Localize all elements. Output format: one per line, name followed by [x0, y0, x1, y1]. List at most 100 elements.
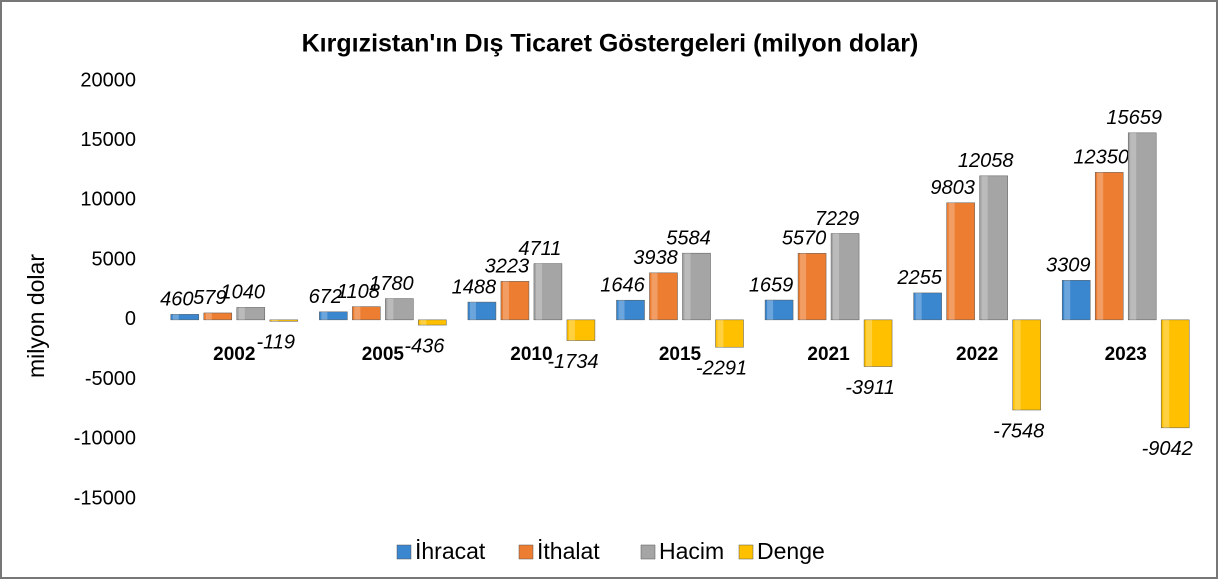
data-label: 3223: [485, 256, 530, 278]
bar: [533, 263, 563, 321]
y-tick-label: 5000: [92, 248, 137, 270]
bar-shine: [568, 319, 575, 341]
bar: [830, 233, 860, 321]
data-label: 1780: [369, 273, 414, 295]
bar-shine: [948, 202, 955, 320]
data-label: -9042: [1142, 438, 1193, 460]
data-label: 5570: [782, 228, 827, 250]
x-tick-label: 2021: [807, 344, 850, 365]
x-tick-label: 2010: [510, 344, 552, 365]
x-tick-label: 2015: [659, 344, 702, 365]
y-tick-label: 0: [125, 308, 136, 330]
data-label: 12058: [958, 150, 1014, 172]
y-tick-label: -5000: [85, 368, 136, 390]
bar-shine: [1014, 319, 1021, 411]
data-label: 1659: [749, 274, 794, 296]
y-tick-label: -10000: [74, 428, 136, 450]
data-label: 2255: [896, 267, 942, 289]
data-label: -7548: [993, 420, 1044, 442]
bar: [946, 202, 975, 321]
y-tick-label: 20000: [80, 69, 136, 91]
bar: [616, 299, 645, 321]
bar: [797, 253, 827, 321]
bar: [236, 307, 266, 321]
bar-shine: [205, 312, 212, 320]
bar-shine: [618, 300, 625, 320]
bar: [1012, 319, 1041, 411]
x-tick-label: 2002: [213, 344, 255, 365]
bar-shine: [469, 302, 476, 320]
bar-shine: [651, 272, 658, 320]
bar-shine: [321, 311, 328, 320]
data-label: -2291: [696, 357, 747, 379]
x-tick-label: 2022: [956, 344, 998, 365]
bar-shine: [981, 175, 988, 320]
legend-swatch: [738, 544, 754, 560]
bar: [170, 314, 200, 321]
data-label: 4711: [518, 238, 561, 260]
bar-shine: [1097, 172, 1104, 320]
bar-shine: [1163, 319, 1170, 428]
legend-label: İhracat: [415, 538, 486, 564]
bar-shine: [684, 253, 691, 320]
bar: [566, 319, 596, 341]
bar-shine: [1130, 132, 1137, 320]
bar-shine: [535, 263, 542, 320]
bar-shine: [420, 319, 427, 326]
data-label: 3309: [1046, 255, 1091, 277]
bar-shine: [387, 298, 394, 320]
bar-shine: [238, 307, 245, 320]
bar-shine: [717, 319, 724, 348]
bar: [1127, 132, 1157, 321]
data-label: 3938: [633, 247, 678, 269]
bar: [715, 319, 744, 348]
data-label: 1040: [221, 282, 266, 304]
bar: [682, 252, 711, 321]
bar: [649, 272, 678, 321]
legend-label: Hacim: [659, 538, 724, 564]
bar: [203, 312, 233, 321]
bar-shine: [1064, 280, 1071, 320]
bar: [418, 319, 447, 326]
bar-shine: [271, 319, 278, 322]
bar: [863, 319, 893, 367]
data-label: 1488: [452, 276, 497, 298]
data-label: -436: [404, 335, 445, 357]
data-label: 12350: [1073, 147, 1129, 169]
data-label: -119: [257, 332, 296, 354]
bar: [500, 281, 530, 321]
data-label: 672: [309, 286, 342, 308]
bar: [467, 301, 497, 321]
bar-shine: [502, 281, 509, 320]
bar: [913, 292, 942, 321]
bar-shine: [833, 233, 840, 320]
bar: [979, 175, 1008, 321]
y-axis-label: milyon dolar: [23, 254, 49, 378]
legend-swatch: [518, 544, 534, 560]
data-label: 579: [193, 287, 226, 309]
bar: [269, 319, 299, 322]
bar-shine: [915, 292, 922, 320]
bar: [352, 306, 381, 321]
bar-shine: [866, 319, 873, 367]
chart-title: Kırgızistan'ın Dış Ticaret Göstergeleri …: [302, 30, 919, 58]
bar: [1094, 172, 1124, 321]
legend-label: İthalat: [537, 538, 600, 564]
x-tick-label: 2023: [1105, 344, 1147, 365]
data-label: 7229: [815, 208, 860, 230]
bar-shine: [354, 306, 361, 320]
data-label: 15659: [1106, 107, 1162, 129]
bar: [764, 299, 794, 321]
x-tick-label: 2005: [362, 344, 405, 365]
data-label: -1734: [547, 351, 598, 373]
bar-shine: [800, 253, 807, 320]
legend-swatch: [640, 544, 656, 560]
data-label: 5584: [666, 227, 711, 249]
data-label: -3911: [845, 377, 895, 399]
bar: [385, 298, 414, 321]
legend-swatch: [396, 544, 412, 560]
bar-shine: [172, 314, 179, 320]
bar: [319, 311, 348, 321]
